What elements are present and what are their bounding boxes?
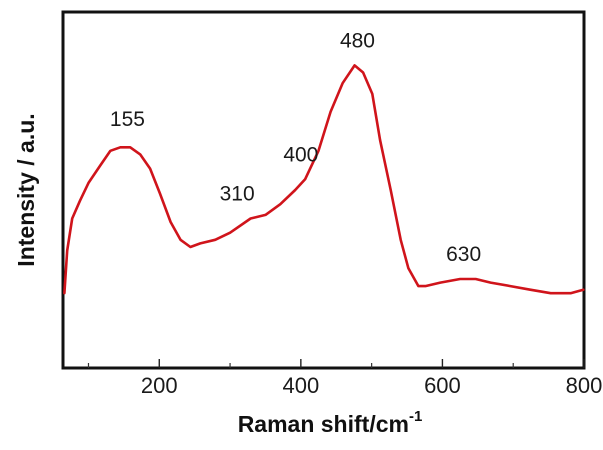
x-major-ticks (158, 359, 585, 368)
x-tick-labels: 200 400 600 800 (141, 373, 602, 398)
x-axis-title-superscript: -1 (409, 408, 422, 425)
peak-label: 155 (110, 108, 145, 131)
x-tick-label: 400 (282, 373, 319, 398)
y-axis-title: Intensity / a.u. (13, 113, 39, 266)
peak-annotations: 155 310 400 480 630 (110, 30, 481, 267)
spectrum-line (63, 64, 585, 295)
plot-frame (61, 10, 586, 370)
x-tick-label: 800 (566, 373, 603, 398)
x-tick-label: 600 (424, 373, 461, 398)
x-axis-title: Raman shift/cm-1 (238, 408, 423, 437)
x-minor-ticks (87, 363, 514, 368)
peak-label: 480 (340, 30, 375, 53)
peak-label: 400 (283, 144, 318, 167)
peak-label: 630 (446, 243, 481, 266)
x-axis-title-text: Raman shift/cm (238, 411, 409, 437)
peak-label: 310 (220, 183, 255, 206)
plot-border (61, 10, 586, 370)
x-tick-label: 200 (141, 373, 178, 398)
